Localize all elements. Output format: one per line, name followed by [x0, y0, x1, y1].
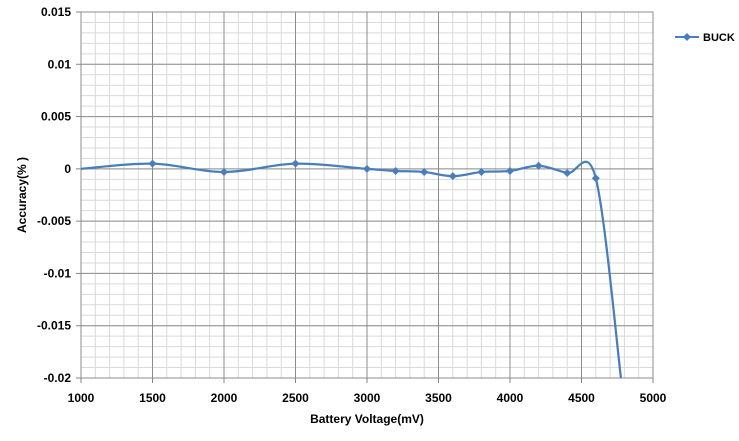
y-tick-label: -0.01	[44, 266, 72, 280]
series-marker-buck	[363, 164, 371, 173]
major-gridlines	[76, 11, 654, 383]
x-tick-label: 1500	[139, 391, 166, 405]
series-line-buck	[81, 160, 623, 378]
y-axis-tick-labels: 0.015 0.01 0.005 0 -0.005 -0.01 -0.015 -0.02	[37, 5, 71, 385]
legend-swatch-marker	[683, 33, 691, 41]
series-marker-buck	[220, 167, 228, 176]
y-tick-label: -0.005	[37, 214, 71, 228]
x-tick-label: 3500	[425, 391, 452, 405]
series-layer	[81, 159, 623, 378]
series-marker-buck	[534, 161, 543, 170]
legend: BUCK	[675, 32, 735, 44]
series-marker-buck	[420, 167, 429, 176]
y-tick-label: 0.015	[41, 5, 71, 19]
x-tick-label: 4000	[497, 391, 524, 405]
x-tick-label: 2500	[282, 391, 309, 405]
y-tick-label: 0	[64, 162, 71, 176]
y-tick-label: 0.005	[41, 110, 71, 124]
series-marker-buck	[148, 159, 157, 168]
series-marker-buck	[506, 166, 514, 175]
y-tick-label: -0.015	[37, 319, 71, 333]
series-marker-buck	[448, 172, 457, 181]
x-tick-label: 3000	[354, 391, 381, 405]
series-marker-buck	[591, 174, 600, 183]
x-tick-label: 5000	[640, 391, 667, 405]
y-axis-title: Accuracy(% )	[15, 157, 29, 233]
series-marker-buck	[291, 159, 300, 168]
series-marker-buck	[391, 166, 400, 175]
y-tick-label: 0.01	[48, 57, 72, 71]
legend-label: BUCK	[703, 32, 735, 44]
series-marker-buck	[563, 169, 572, 178]
x-tick-label: 4500	[568, 391, 595, 405]
series-marker-buck	[477, 167, 486, 176]
y-tick-label: -0.02	[44, 371, 72, 385]
x-axis-title: Battery Voltage(mV)	[310, 412, 424, 426]
x-tick-label: 1000	[68, 391, 95, 405]
x-axis-tick-labels: 1000 1500 2000 2500 3000 3500 4000 4500 5000	[68, 391, 667, 405]
x-tick-label: 2000	[211, 391, 238, 405]
